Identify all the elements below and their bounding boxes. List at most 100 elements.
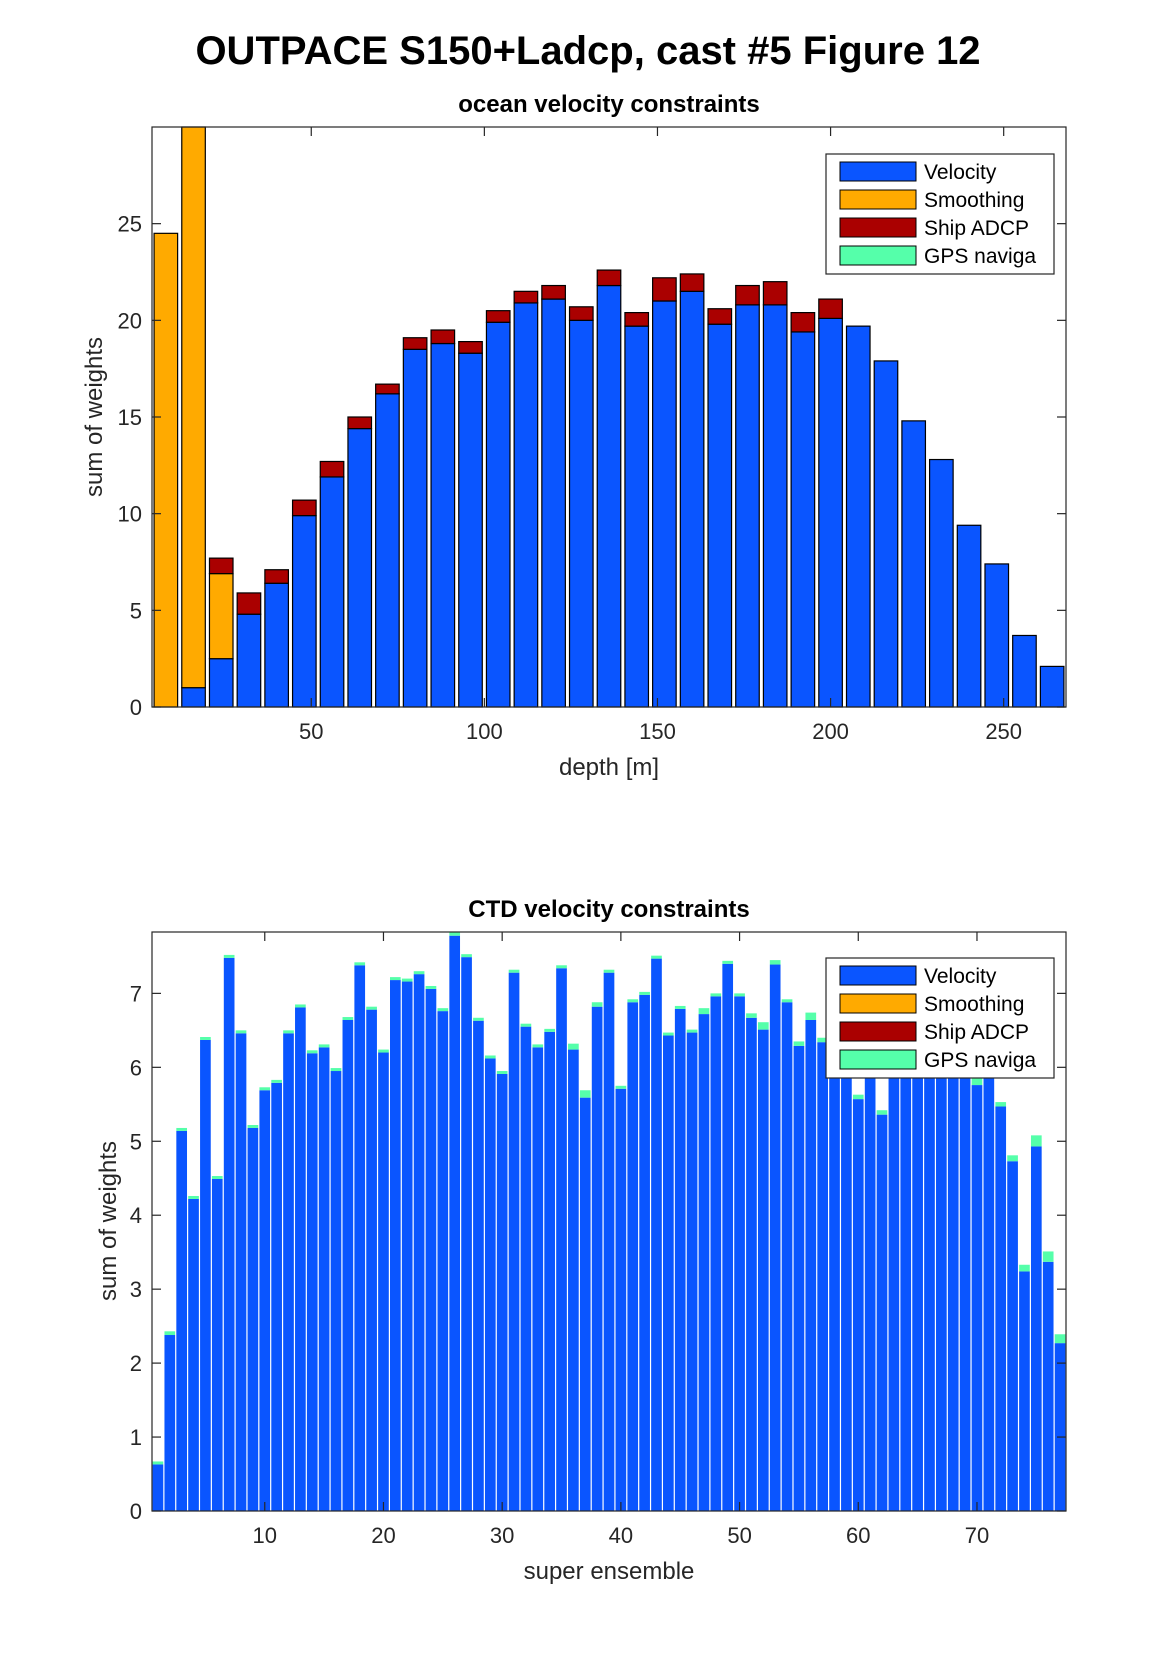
bar-gps-naviga (556, 965, 567, 969)
x-tick-label: 40 (609, 1523, 633, 1548)
bar-ship-adcp (264, 569, 290, 584)
bar-velocity (347, 428, 373, 708)
bar-gps-naviga (663, 1032, 674, 1036)
bar-gps-naviga (283, 1030, 294, 1034)
bar-velocity (247, 1127, 259, 1511)
bar-velocity (627, 1002, 639, 1511)
legend-swatch-ship-adcp (839, 1021, 917, 1042)
bar-velocity (912, 1039, 923, 1511)
bar-velocity (924, 1051, 935, 1511)
legend-label-gps-naviga: GPS naviga (924, 1049, 1036, 1072)
bar-velocity (401, 981, 413, 1511)
bar-velocity (818, 317, 843, 708)
legend-swatch-smoothing (839, 993, 917, 1014)
y-tick-label: 10 (118, 502, 142, 527)
legend-swatch-smoothing (839, 189, 917, 210)
bar-velocity (841, 1046, 852, 1511)
bar-gps-naviga (615, 1085, 627, 1089)
bar-velocity (520, 1026, 532, 1511)
legend-label-gps-naviga: GPS naviga (924, 245, 1036, 268)
bar-gps-naviga (971, 1077, 983, 1086)
bar-velocity (852, 1099, 864, 1511)
bar-gps-naviga (484, 1055, 496, 1059)
bar-velocity (663, 1035, 674, 1511)
x-tick-label: 50 (727, 1523, 751, 1548)
bar-gps-naviga (508, 969, 520, 973)
bar-gps-naviga (817, 1037, 828, 1043)
bar-velocity (901, 420, 927, 708)
bar-velocity (1019, 1271, 1030, 1511)
bar-velocity (188, 1198, 199, 1511)
bar-ship-adcp (375, 383, 400, 395)
bar-velocity (936, 1033, 947, 1511)
bar-gps-naviga (496, 1071, 508, 1074)
bar-velocity (1054, 1343, 1066, 1511)
bar-ship-adcp (208, 557, 234, 575)
bar-velocity (556, 968, 567, 1511)
bar-gps-naviga (520, 1023, 532, 1027)
bar-velocity (181, 687, 206, 708)
legend: Velocity Smoothing Ship ADCP GPS naviga (825, 957, 1055, 1079)
bar-velocity (271, 1082, 282, 1511)
bar-velocity (698, 1014, 710, 1511)
axes-title: ocean velocity constraints (458, 91, 759, 118)
x-tick-label: 10 (253, 1523, 277, 1548)
bar-velocity (1039, 665, 1065, 708)
bar-velocity (236, 613, 262, 708)
bar-velocity (722, 963, 734, 1511)
bar-gps-naviga (1007, 1155, 1018, 1162)
bar-velocity (1042, 1261, 1054, 1511)
bar-velocity (430, 342, 456, 708)
bar-velocity (437, 1011, 449, 1511)
ctd-velocity-axes: 10 20 30 40 50 60 70 0 1 2 3 4 5 6 7 CTD velocity cons… (95, 896, 1067, 1585)
bar-ship-adcp (679, 273, 705, 292)
bar-gps-naviga (591, 1002, 603, 1007)
bar-gps-naviga (152, 1461, 164, 1465)
bar-velocity (568, 1049, 579, 1511)
bar-gps-naviga (746, 1013, 757, 1018)
bar-gps-naviga (223, 954, 235, 958)
bar-gps-naviga (235, 1030, 247, 1034)
bar-ship-adcp (818, 298, 843, 320)
bar-gps-naviga (176, 1127, 188, 1131)
bar-gps-naviga (164, 1331, 176, 1336)
bar-velocity (735, 304, 760, 708)
bar-gps-naviga (769, 960, 781, 965)
legend-label-smoothing: Smoothing (924, 189, 1024, 212)
bar-velocity (769, 964, 781, 1511)
bar-gps-naviga (247, 1125, 259, 1128)
bar-gps-naviga (425, 985, 437, 989)
ticks-group: 50 100 150 200 250 0 5 10 15 20 25 (118, 127, 1066, 744)
bar-velocity (306, 1053, 318, 1511)
bar-ship-adcp (652, 277, 677, 302)
y-tick-label: 5 (130, 1129, 142, 1154)
bar-smoothing (181, 126, 206, 689)
bar-velocity (473, 1020, 484, 1511)
bar-velocity (873, 360, 899, 708)
bar-ship-adcp (485, 310, 511, 323)
x-axis-label: super ensemble (524, 1558, 695, 1585)
bar-velocity (164, 1335, 176, 1511)
bar-gps-naviga (295, 1004, 306, 1008)
bar-velocity (579, 1097, 591, 1511)
bar-velocity (674, 1008, 686, 1511)
bar-velocity (366, 1009, 377, 1511)
bar-velocity (686, 1032, 698, 1511)
bar-gps-naviga (568, 1043, 579, 1050)
bar-velocity (679, 290, 705, 708)
bar-velocity (757, 1029, 769, 1511)
bar-velocity (283, 1033, 294, 1511)
axes-box (151, 931, 1067, 1512)
bar-ship-adcp (624, 312, 650, 327)
legend-label-velocity: Velocity (924, 161, 997, 184)
bar-gps-naviga (793, 1041, 805, 1046)
bar-velocity (402, 348, 428, 708)
bar-ship-adcp (568, 306, 594, 321)
x-tick-label: 200 (812, 719, 849, 744)
bar-gps-naviga (781, 999, 793, 1003)
bar-velocity (235, 1033, 247, 1511)
bar-gps-naviga (686, 1029, 698, 1033)
bar-velocity (259, 1090, 271, 1511)
bar-velocity (318, 1047, 330, 1511)
